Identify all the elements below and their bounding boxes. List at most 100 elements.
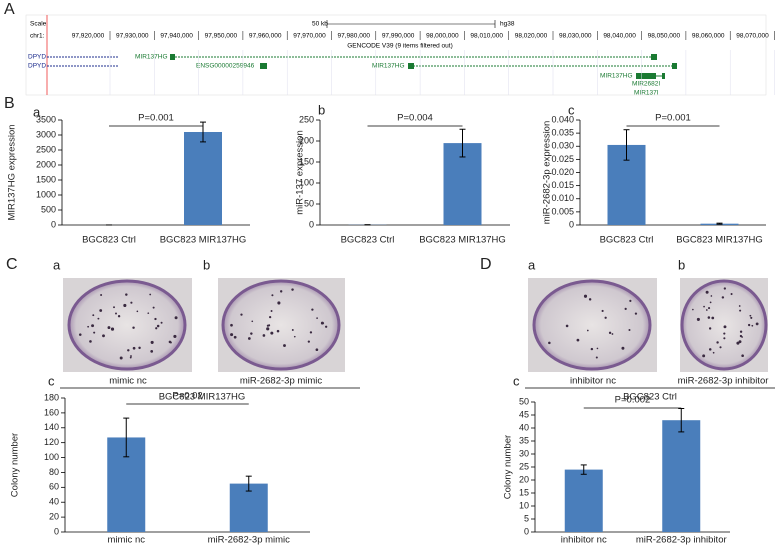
colony-dot bbox=[132, 326, 135, 329]
y-tick-label: 0.040 bbox=[551, 114, 574, 124]
significance-label: P=0.004 bbox=[397, 113, 433, 124]
colony-dot bbox=[322, 322, 325, 325]
colony-dot bbox=[91, 324, 95, 328]
colony-dot bbox=[710, 295, 713, 297]
group-label: BGC823 MIR137HG bbox=[159, 392, 246, 403]
colony-dot bbox=[132, 346, 136, 350]
browser-position: 97,940,000 bbox=[160, 33, 193, 40]
colony-dot bbox=[99, 309, 103, 312]
colony-dot bbox=[736, 341, 740, 345]
y-tick-label: 0.015 bbox=[551, 180, 574, 190]
colony-dot bbox=[548, 341, 551, 345]
gene-label: MIR2682I bbox=[632, 81, 660, 88]
browser-position: 97,980,000 bbox=[338, 33, 371, 40]
gene-label: ENSG00000259946 bbox=[196, 63, 255, 70]
browser-position: 98,040,000 bbox=[603, 33, 636, 40]
error-bar bbox=[459, 128, 466, 158]
colony-dot bbox=[628, 329, 631, 332]
y-tick-label: 200 bbox=[299, 135, 314, 145]
y-tick-label: 40 bbox=[49, 497, 59, 507]
colony-dot bbox=[595, 356, 598, 359]
bar bbox=[564, 469, 603, 532]
error-bar bbox=[123, 417, 130, 458]
gene-label: DPYD bbox=[28, 54, 46, 61]
subpanel-label: b bbox=[203, 257, 210, 272]
colony-dot bbox=[97, 317, 100, 320]
gene-label: MIR137HG bbox=[135, 54, 168, 61]
colony-dot bbox=[747, 323, 751, 327]
browser-position: 98,010,000 bbox=[470, 33, 503, 40]
colony-dot bbox=[276, 329, 280, 333]
significance-label: P=0.001 bbox=[138, 113, 174, 124]
colony-dot bbox=[138, 346, 141, 350]
y-tick-label: 180 bbox=[44, 392, 59, 402]
y-tick-label: 35 bbox=[519, 435, 529, 445]
colony-dot bbox=[749, 314, 752, 317]
browser-position: 98,020,000 bbox=[515, 33, 548, 40]
colony-dot bbox=[565, 324, 569, 328]
y-tick-label: 2500 bbox=[36, 144, 56, 154]
bar bbox=[229, 483, 268, 532]
colony-dot bbox=[266, 327, 270, 331]
y-tick-label: 0.005 bbox=[551, 206, 574, 216]
colony-dot bbox=[634, 312, 638, 315]
y-tick-label: 45 bbox=[519, 409, 529, 419]
colony-dot bbox=[271, 294, 274, 297]
colony-dot bbox=[89, 340, 92, 343]
y-axis-label: miR-2682-3p expression bbox=[542, 121, 553, 225]
gene-label: MIR137I bbox=[634, 90, 659, 97]
colony-dot bbox=[621, 346, 625, 350]
y-tick-label: 0.020 bbox=[551, 167, 574, 177]
x-tick-label: BGC823 Ctrl bbox=[82, 235, 136, 246]
browser-position: 97,970,000 bbox=[293, 33, 326, 40]
subpanel-label: a bbox=[33, 104, 41, 119]
colony-dot bbox=[708, 327, 712, 330]
colony-dot bbox=[150, 350, 154, 353]
colony-dot bbox=[130, 355, 132, 357]
colony-dot bbox=[230, 323, 233, 327]
x-tick-label: BGC823 MIR137HG bbox=[676, 235, 763, 246]
significance-label: P=0.002 bbox=[615, 395, 651, 406]
colony-dot bbox=[92, 314, 95, 317]
gene-label: MIR137HG bbox=[600, 73, 633, 80]
colony-dot bbox=[692, 308, 694, 311]
y-axis-label: miR-137 expression bbox=[295, 130, 306, 214]
y-tick-label: 2000 bbox=[36, 159, 56, 169]
colony-dot bbox=[703, 305, 705, 308]
colony-dot bbox=[107, 326, 111, 330]
colony-dot bbox=[721, 296, 725, 299]
panel-label: A bbox=[4, 1, 15, 18]
y-axis-label: Colony number bbox=[503, 435, 514, 499]
y-tick-label: 0 bbox=[51, 219, 56, 229]
colony-dot bbox=[712, 351, 715, 354]
colony-dot bbox=[123, 303, 127, 308]
dish bbox=[67, 279, 187, 371]
colony-dot bbox=[316, 317, 318, 319]
colony-dot bbox=[100, 294, 103, 297]
colony-dot bbox=[588, 298, 592, 301]
y-tick-label: 1500 bbox=[36, 174, 56, 184]
error-bar bbox=[623, 129, 630, 161]
colony-dot bbox=[711, 316, 715, 320]
x-tick-label: BGC823 Ctrl bbox=[341, 235, 395, 246]
colony-dot bbox=[709, 301, 712, 304]
colony-dot bbox=[590, 347, 594, 351]
colony-dot bbox=[129, 356, 132, 359]
y-tick-label: 160 bbox=[44, 407, 59, 417]
exon bbox=[408, 63, 414, 69]
x-tick-label: miR-2682-3p inhibitor bbox=[636, 535, 727, 545]
colony-dot bbox=[311, 308, 314, 311]
exon bbox=[260, 63, 267, 69]
colony-dot bbox=[707, 316, 711, 319]
x-tick-label: inhibitor nc bbox=[561, 535, 607, 545]
bar bbox=[184, 132, 222, 225]
panel-label: D bbox=[480, 256, 492, 273]
colony-dot bbox=[696, 317, 700, 321]
y-axis-label: MIR137HG expression bbox=[7, 124, 18, 220]
y-tick-label: 80 bbox=[49, 467, 59, 477]
colony-dot bbox=[270, 310, 273, 312]
colony-dot bbox=[150, 340, 154, 344]
colony-dot bbox=[130, 301, 133, 304]
bar bbox=[662, 420, 701, 532]
colony-dot bbox=[586, 329, 589, 332]
